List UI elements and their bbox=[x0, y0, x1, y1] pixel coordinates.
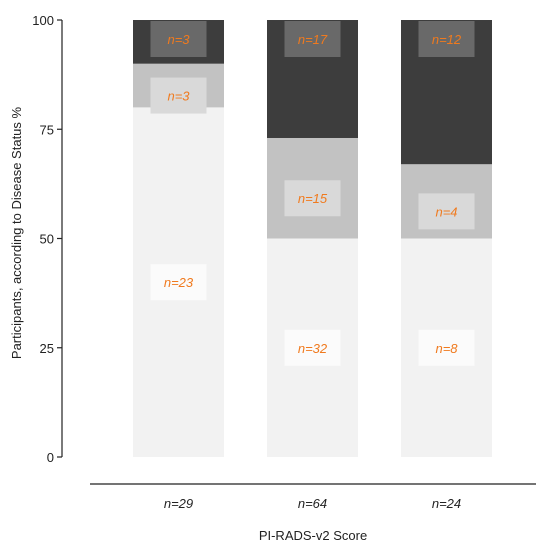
segment-labels: n=23 n=3 n=3 n=32 n=15 n=17 n=8 n=4 n=12 bbox=[150, 21, 475, 366]
segment-label: n=3 bbox=[167, 89, 190, 104]
segment-label-box bbox=[284, 329, 341, 366]
segment-label-box bbox=[418, 329, 475, 366]
x-category-label: n=29 bbox=[164, 496, 193, 511]
segment-label-box bbox=[150, 77, 207, 114]
segment-label: n=32 bbox=[298, 341, 328, 356]
segment-label: n=12 bbox=[432, 32, 462, 47]
x-category-label: n=64 bbox=[298, 496, 327, 511]
segment-label-box bbox=[284, 21, 341, 57]
segment-label-box bbox=[150, 21, 207, 57]
y-tick-label: 100 bbox=[32, 13, 54, 28]
segment-label: n=3 bbox=[167, 32, 190, 47]
y-tick-label: 75 bbox=[40, 122, 54, 137]
y-axis-title: Participants, according to Disease Statu… bbox=[9, 106, 24, 359]
segment-label-box bbox=[284, 180, 341, 217]
segment-label: n=4 bbox=[435, 204, 457, 219]
segment-label: n=17 bbox=[298, 32, 328, 47]
x-category-label: n=24 bbox=[432, 496, 461, 511]
y-tick-label: 25 bbox=[40, 341, 54, 356]
x-axis-title: PI-RADS-v2 Score bbox=[259, 528, 367, 543]
segment-label-box bbox=[418, 21, 475, 57]
segment-label: n=8 bbox=[435, 341, 458, 356]
segment-label: n=15 bbox=[298, 191, 328, 206]
y-axis: 0 25 50 75 100 bbox=[32, 13, 63, 465]
segment-label: n=23 bbox=[164, 275, 194, 290]
y-tick-label: 50 bbox=[40, 232, 54, 247]
x-axis: n=29 n=64 n=24 bbox=[90, 483, 536, 511]
segment-label-box bbox=[418, 193, 475, 230]
segment-label-box bbox=[150, 264, 207, 301]
y-tick-label: 0 bbox=[47, 450, 54, 465]
